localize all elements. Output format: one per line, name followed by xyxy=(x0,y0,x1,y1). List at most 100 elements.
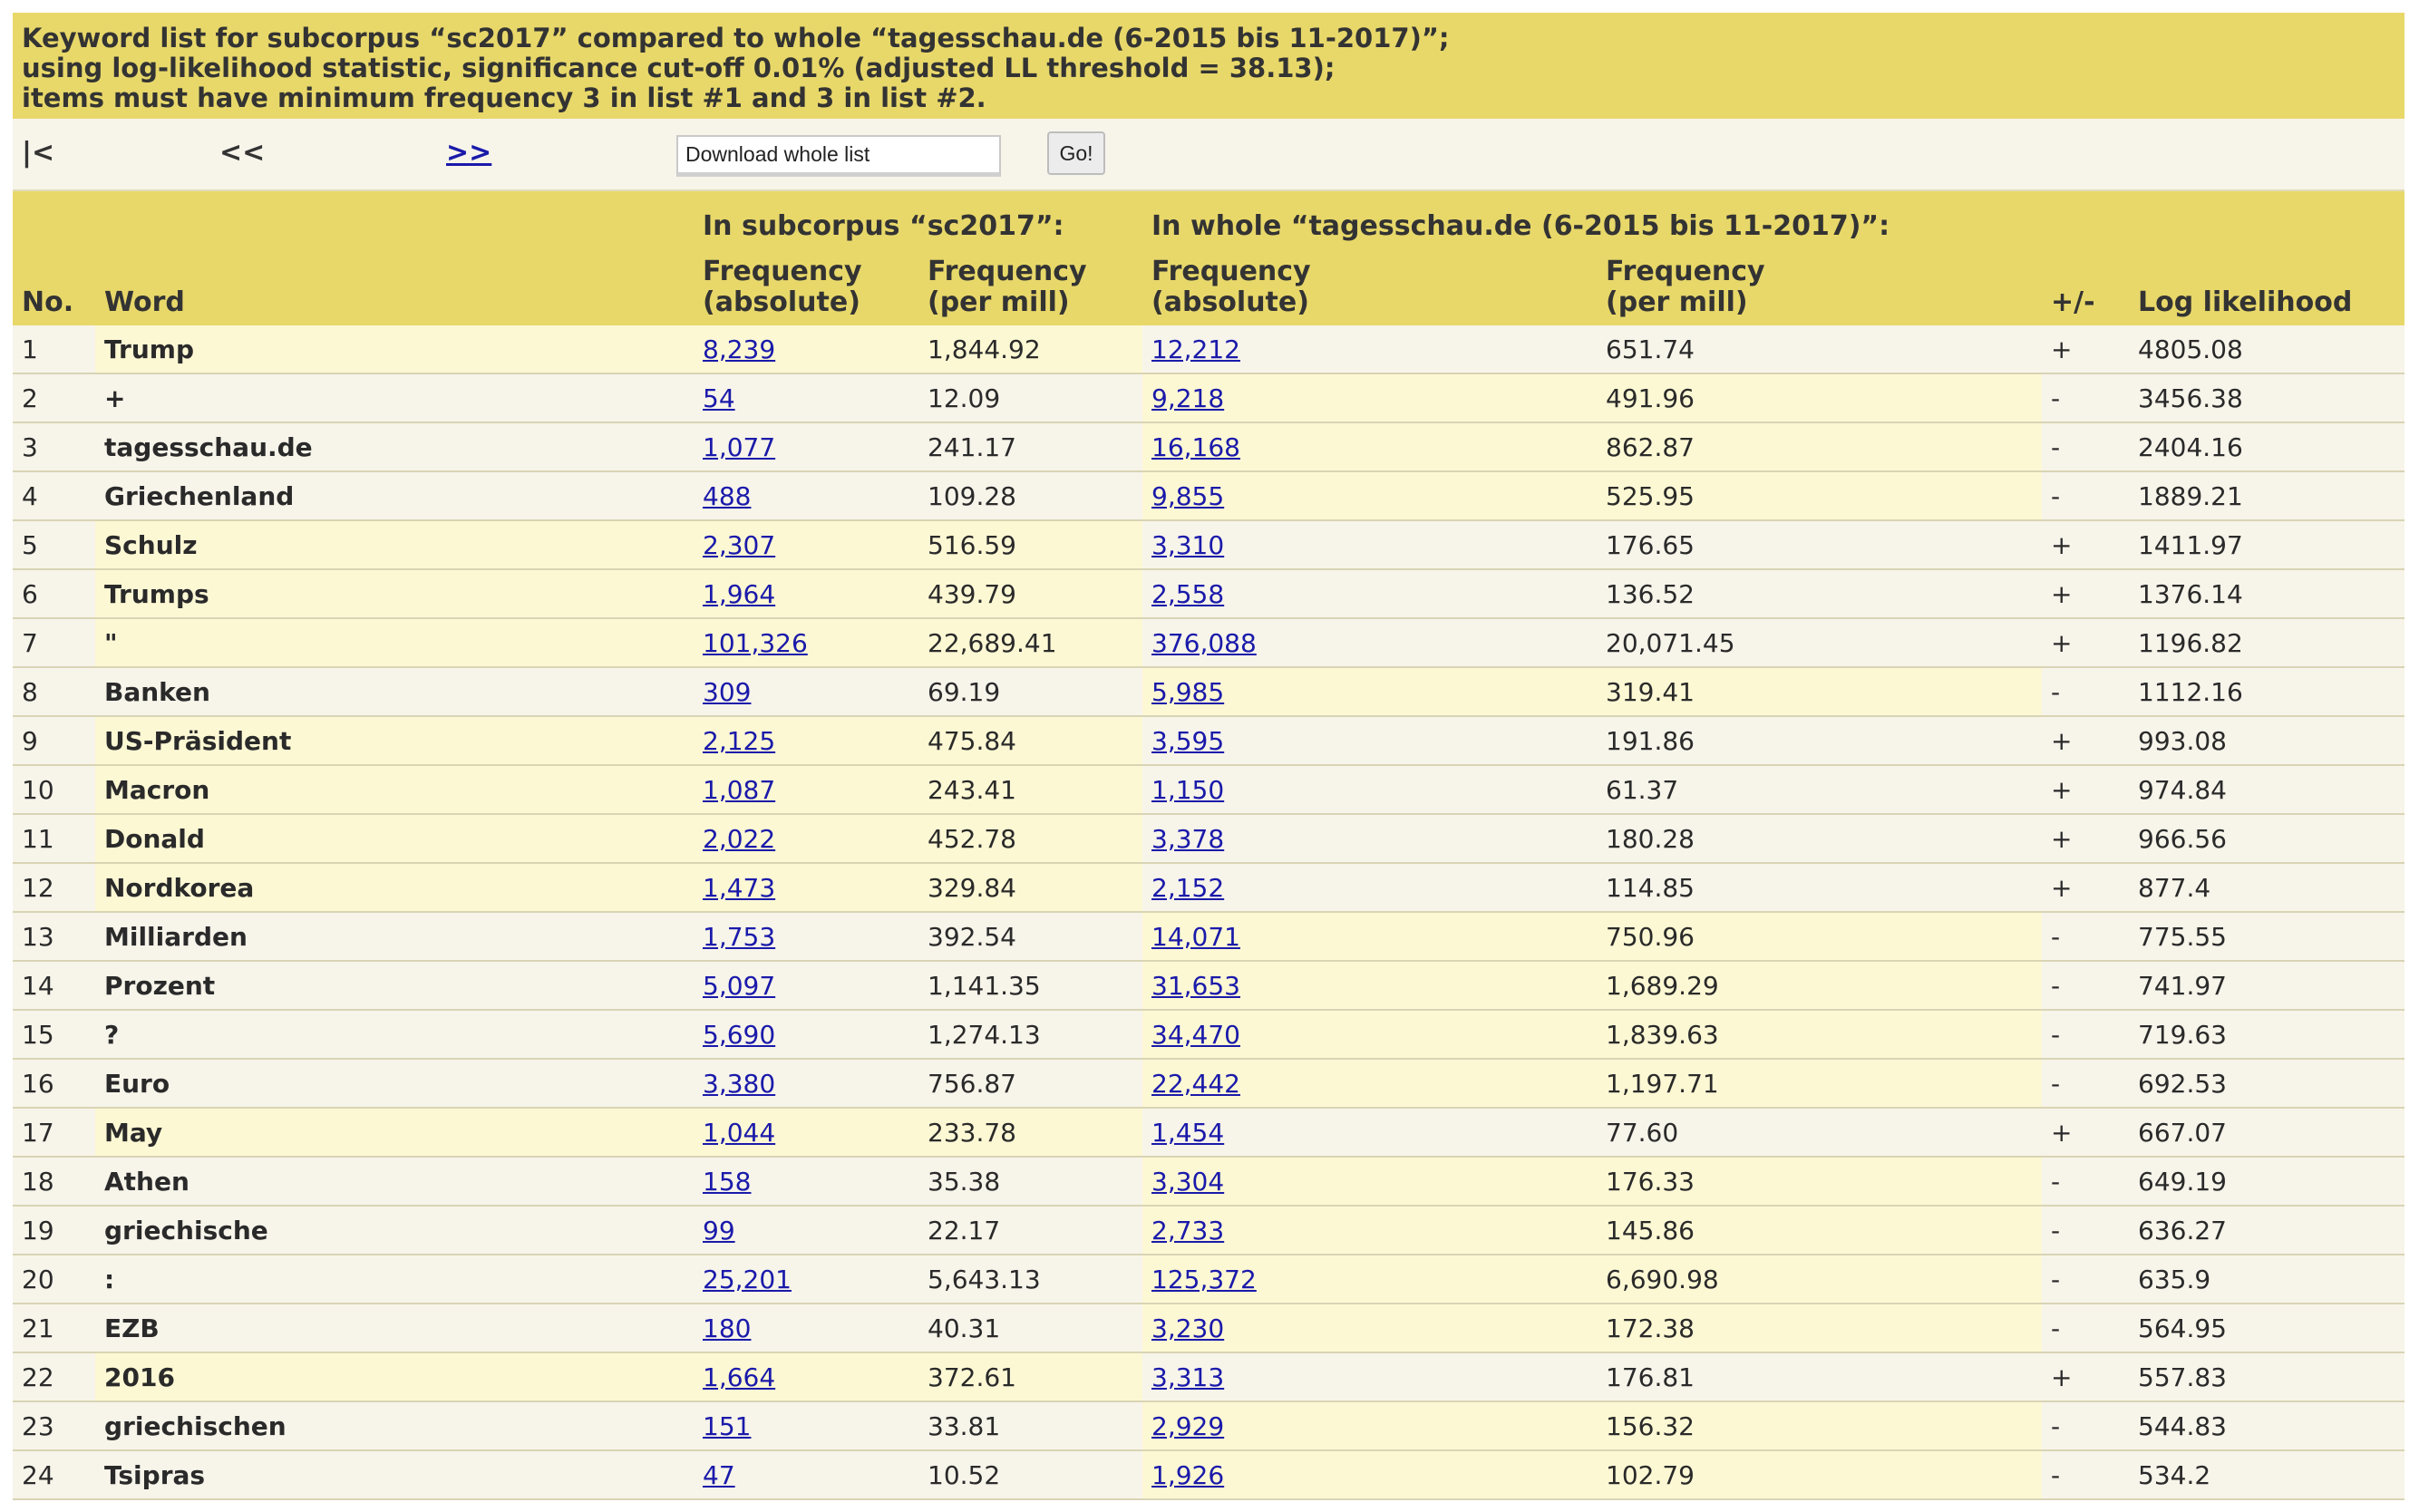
cell-no: 1 xyxy=(13,325,95,374)
cell-whole-freq-abs-link[interactable]: 2,152 xyxy=(1151,872,1225,903)
cell-sign: - xyxy=(2042,1059,2130,1109)
download-select[interactable]: Download whole list xyxy=(676,135,1001,177)
cell-sub-freq-abs: 1,664 xyxy=(694,1352,918,1402)
cell-whole-freq-abs-link[interactable]: 2,558 xyxy=(1151,578,1225,609)
cell-sign: + xyxy=(2042,325,2130,374)
cell-sub-freq-abs-link[interactable]: 5,690 xyxy=(703,1019,776,1050)
cell-whole-freq-abs-link[interactable]: 3,378 xyxy=(1151,823,1225,854)
cell-word: Prozent xyxy=(95,961,694,1011)
cell-whole-freq-abs-link[interactable]: 1,454 xyxy=(1151,1117,1225,1148)
cell-whole-freq-abs-link[interactable]: 3,310 xyxy=(1151,529,1225,560)
cell-log-likelihood: 1112.16 xyxy=(2129,667,2405,717)
cell-sub-freq-abs-link[interactable]: 5,097 xyxy=(703,970,776,1001)
cell-whole-freq-abs-link[interactable]: 3,595 xyxy=(1151,725,1225,756)
cell-sub-freq-abs-link[interactable]: 309 xyxy=(703,676,752,707)
cell-whole-freq-abs: 3,304 xyxy=(1142,1157,1598,1207)
cell-no: 24 xyxy=(13,1450,95,1500)
cell-whole-freq-abs-link[interactable]: 1,926 xyxy=(1151,1459,1225,1490)
cell-sub-freq-abs-link[interactable]: 1,077 xyxy=(703,431,776,462)
cell-sub-freq-pm: 10.52 xyxy=(918,1450,1143,1500)
cell-sub-freq-abs-link[interactable]: 25,201 xyxy=(703,1264,792,1294)
cell-log-likelihood: 719.63 xyxy=(2129,1010,2405,1060)
table-row: 22 2016 1,664 372.61 3,313 176.81 +557.83 xyxy=(13,1352,2405,1402)
cell-word: Donald xyxy=(95,814,694,864)
cell-sign: + xyxy=(2042,814,2130,864)
next-page-link[interactable]: >> xyxy=(446,137,492,169)
table-row: 23 griechischen 151 33.81 2,929 156.32-544.83 xyxy=(13,1401,2405,1451)
cell-sign: - xyxy=(2042,912,2130,962)
cell-whole-freq-abs-link[interactable]: 22,442 xyxy=(1151,1068,1240,1099)
cell-sub-freq-abs-link[interactable]: 2,125 xyxy=(703,725,776,756)
cell-word: Schulz xyxy=(95,520,694,570)
table-row: 24 Tsipras 47 10.52 1,926 102.79-534.2 xyxy=(13,1450,2405,1500)
cell-whole-freq-abs-link[interactable]: 3,313 xyxy=(1151,1362,1225,1392)
cell-sub-freq-abs-link[interactable]: 180 xyxy=(703,1313,752,1343)
cell-whole-freq-abs: 1,454 xyxy=(1142,1108,1598,1158)
cell-sub-freq-pm: 35.38 xyxy=(918,1157,1143,1207)
cell-sub-freq-abs: 54 xyxy=(694,373,918,423)
cell-sub-freq-abs-link[interactable]: 3,380 xyxy=(703,1068,776,1099)
cell-whole-freq-pm: 20,071.45 xyxy=(1597,618,2043,668)
cell-whole-freq-abs: 31,653 xyxy=(1142,961,1598,1011)
cell-word: : xyxy=(95,1255,694,1304)
cell-sub-freq-abs-link[interactable]: 54 xyxy=(703,383,735,413)
cell-sub-freq-abs-link[interactable]: 2,307 xyxy=(703,529,776,560)
header-line-3: items must have minimum frequency 3 in l… xyxy=(22,82,986,113)
cell-word: EZB xyxy=(95,1304,694,1353)
cell-sub-freq-abs-link[interactable]: 1,664 xyxy=(703,1362,776,1392)
cell-sub-freq-abs-link[interactable]: 101,326 xyxy=(703,627,808,658)
cell-word: May xyxy=(95,1108,694,1158)
cell-sub-freq-abs-link[interactable]: 1,753 xyxy=(703,921,776,952)
cell-sign: + xyxy=(2042,1108,2130,1158)
cell-whole-freq-pm: 61.37 xyxy=(1597,765,2043,815)
cell-no: 14 xyxy=(13,961,95,1011)
cell-whole-freq-abs-link[interactable]: 1,150 xyxy=(1151,774,1225,805)
cell-sub-freq-abs-link[interactable]: 158 xyxy=(703,1166,752,1197)
cell-whole-freq-abs-link[interactable]: 16,168 xyxy=(1151,431,1240,462)
cell-whole-freq-abs-link[interactable]: 31,653 xyxy=(1151,970,1240,1001)
cell-sub-freq-abs-link[interactable]: 1,473 xyxy=(703,872,776,903)
cell-whole-freq-pm: 651.74 xyxy=(1597,325,2043,374)
cell-sub-freq-abs-link[interactable]: 1,964 xyxy=(703,578,776,609)
cell-whole-freq-abs-link[interactable]: 3,304 xyxy=(1151,1166,1225,1197)
cell-whole-freq-pm: 114.85 xyxy=(1597,863,2043,913)
cell-sub-freq-abs-link[interactable]: 488 xyxy=(703,480,752,511)
cell-whole-freq-abs-link[interactable]: 5,985 xyxy=(1151,676,1225,707)
cell-whole-freq-abs: 34,470 xyxy=(1142,1010,1598,1060)
cell-sign: - xyxy=(2042,373,2130,423)
previous-page-link[interactable]: << xyxy=(219,137,266,169)
cell-sub-freq-abs: 3,380 xyxy=(694,1059,918,1109)
go-button[interactable]: Go! xyxy=(1047,131,1105,175)
cell-whole-freq-abs: 2,929 xyxy=(1142,1401,1598,1451)
table-row: 14 Prozent 5,097 1,141.35 31,653 1,689.29-741… xyxy=(13,961,2405,1011)
cell-whole-freq-pm: 1,197.71 xyxy=(1597,1059,2043,1109)
first-page-link[interactable]: |< xyxy=(22,137,55,169)
cell-whole-freq-abs-link[interactable]: 9,855 xyxy=(1151,480,1225,511)
cell-sub-freq-abs-link[interactable]: 151 xyxy=(703,1410,752,1441)
cell-sub-freq-abs-link[interactable]: 1,044 xyxy=(703,1117,776,1148)
cell-sub-freq-abs-link[interactable]: 1,087 xyxy=(703,774,776,805)
cell-whole-freq-abs-link[interactable]: 2,733 xyxy=(1151,1215,1225,1245)
cell-sign: - xyxy=(2042,1206,2130,1255)
cell-whole-freq-abs-link[interactable]: 14,071 xyxy=(1151,921,1240,952)
cell-sub-freq-abs-link[interactable]: 2,022 xyxy=(703,823,776,854)
table-row: 17 May 1,044 233.78 1,454 77.60 +667.07 xyxy=(13,1108,2405,1158)
cell-whole-freq-abs-link[interactable]: 9,218 xyxy=(1151,383,1225,413)
cell-whole-freq-abs-link[interactable]: 3,230 xyxy=(1151,1313,1225,1343)
cell-whole-freq-abs: 12,212 xyxy=(1142,325,1598,374)
cell-whole-freq-abs: 2,733 xyxy=(1142,1206,1598,1255)
cell-sub-freq-abs: 309 xyxy=(694,667,918,717)
cell-whole-freq-abs: 3,378 xyxy=(1142,814,1598,864)
cell-whole-freq-pm: 319.41 xyxy=(1597,667,2043,717)
cell-whole-freq-abs-link[interactable]: 12,212 xyxy=(1151,334,1240,364)
navigation-bar: |< << >> Download whole list Go! xyxy=(13,119,2404,191)
cell-whole-freq-abs-link[interactable]: 376,088 xyxy=(1151,627,1257,658)
cell-whole-freq-abs-link[interactable]: 125,372 xyxy=(1151,1264,1257,1294)
cell-whole-freq-abs-link[interactable]: 2,929 xyxy=(1151,1410,1225,1441)
cell-sub-freq-abs: 151 xyxy=(694,1401,918,1451)
cell-sub-freq-abs-link[interactable]: 47 xyxy=(703,1459,735,1490)
cell-sub-freq-abs-link[interactable]: 8,239 xyxy=(703,334,776,364)
cell-whole-freq-abs-link[interactable]: 34,470 xyxy=(1151,1019,1240,1050)
cell-sub-freq-abs-link[interactable]: 99 xyxy=(703,1215,735,1245)
header-line: (per mill) xyxy=(1606,286,1748,318)
